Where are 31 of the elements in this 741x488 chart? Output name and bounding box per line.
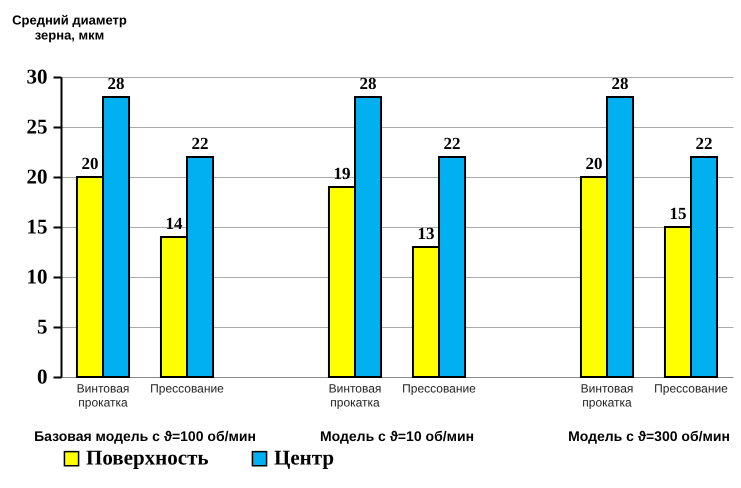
data-label: 19: [333, 164, 350, 183]
data-label: 22: [192, 134, 209, 153]
y-tick-label: 20: [26, 164, 48, 188]
data-label: 13: [417, 224, 434, 243]
y-tick-label: 15: [26, 214, 48, 238]
text: Модель с ϑ=10 об/мин: [320, 428, 474, 444]
data-label: 22: [696, 134, 713, 153]
text: Модель с ϑ=300 об/мин: [568, 428, 730, 444]
y-tick-label: 25: [26, 114, 48, 138]
x-tick-label: Винтовая прокатка: [580, 382, 634, 410]
data-label: 22: [444, 134, 461, 153]
y-tick-label: 10: [26, 264, 48, 288]
data-label: 28: [612, 74, 629, 93]
data-label: 28: [360, 74, 377, 93]
y-tick-label: 5: [37, 314, 48, 338]
legend-label: Центр: [274, 446, 334, 470]
y-axis-title: Средний диаметр зерна, мкм: [12, 12, 127, 42]
x-tick-label: Винтовая прокатка: [328, 382, 382, 410]
data-label: 15: [669, 204, 686, 223]
x-tick-label: Прессование: [654, 382, 728, 396]
x-tick-label: Прессование: [150, 382, 224, 396]
data-label: 28: [108, 74, 125, 93]
y-tick-label: 30: [26, 64, 48, 88]
data-label: 20: [585, 154, 602, 173]
y-tick-label: 0: [37, 364, 48, 388]
x-tick-label: Винтовая прокатка: [76, 382, 130, 410]
data-label: 20: [81, 154, 98, 173]
x-tick-label: Прессование: [402, 382, 476, 396]
legend-label: Поверхность: [86, 446, 208, 470]
data-label: 14: [165, 214, 183, 233]
text: Базовая модель с ϑ=100 об/мин: [34, 428, 256, 444]
